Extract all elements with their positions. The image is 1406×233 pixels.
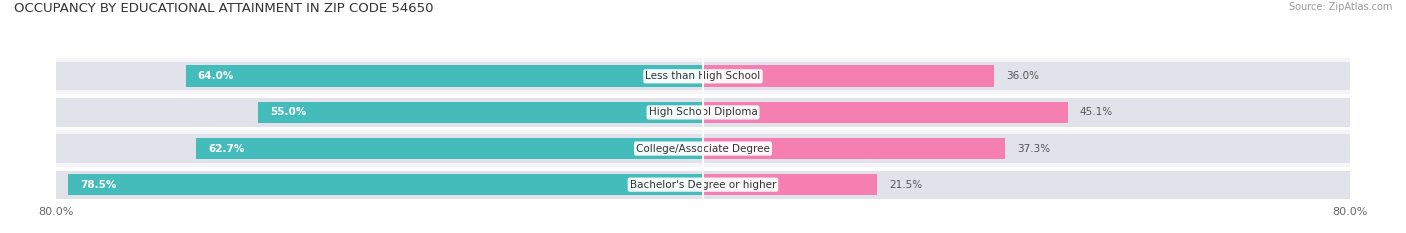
- Text: College/Associate Degree: College/Associate Degree: [636, 144, 770, 154]
- Text: 37.3%: 37.3%: [1017, 144, 1050, 154]
- Bar: [56, 171, 1350, 199]
- Bar: [69, 174, 703, 195]
- Text: Source: ZipAtlas.com: Source: ZipAtlas.com: [1288, 2, 1392, 12]
- Bar: [703, 102, 1067, 123]
- Bar: [56, 130, 1350, 167]
- Text: 36.0%: 36.0%: [1007, 71, 1039, 81]
- Text: Less than High School: Less than High School: [645, 71, 761, 81]
- Bar: [195, 138, 703, 159]
- Text: Bachelor's Degree or higher: Bachelor's Degree or higher: [630, 180, 776, 190]
- Text: 45.1%: 45.1%: [1080, 107, 1114, 117]
- Text: 21.5%: 21.5%: [889, 180, 922, 190]
- Text: 62.7%: 62.7%: [208, 144, 245, 154]
- Bar: [56, 134, 1350, 163]
- Bar: [703, 138, 1004, 159]
- Bar: [56, 98, 1350, 127]
- Bar: [703, 65, 994, 87]
- Text: 78.5%: 78.5%: [80, 180, 117, 190]
- Text: 55.0%: 55.0%: [270, 107, 307, 117]
- Bar: [703, 174, 877, 195]
- Bar: [259, 102, 703, 123]
- Bar: [186, 65, 703, 87]
- Bar: [56, 62, 1350, 90]
- Bar: [56, 58, 1350, 94]
- Bar: [56, 167, 1350, 203]
- Bar: [56, 94, 1350, 130]
- Text: 64.0%: 64.0%: [198, 71, 233, 81]
- Text: OCCUPANCY BY EDUCATIONAL ATTAINMENT IN ZIP CODE 54650: OCCUPANCY BY EDUCATIONAL ATTAINMENT IN Z…: [14, 2, 433, 15]
- Text: High School Diploma: High School Diploma: [648, 107, 758, 117]
